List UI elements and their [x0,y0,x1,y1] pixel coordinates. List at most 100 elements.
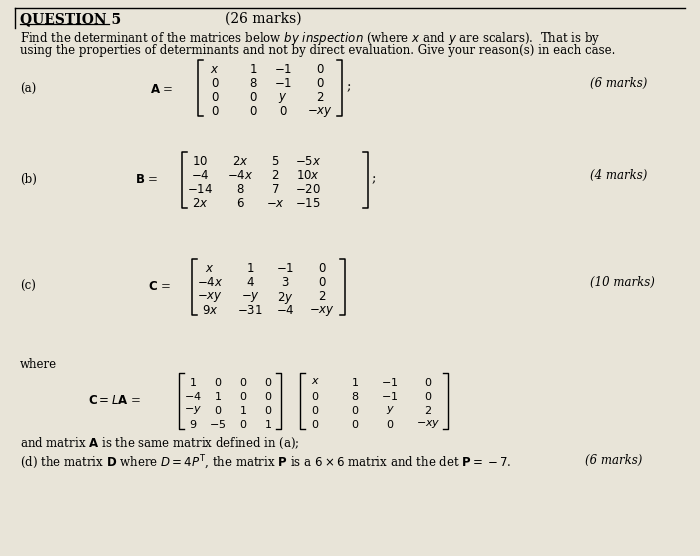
Text: $-4$: $-4$ [184,390,202,402]
Text: $0$: $0$ [316,63,324,76]
Text: $0$: $0$ [316,77,324,90]
Text: $0$: $0$ [318,262,326,275]
Text: where: where [20,358,57,371]
Text: $-31$: $-31$ [237,304,262,317]
Text: $4$: $4$ [246,276,254,289]
Text: using the properties of determinants and not by direct evaluation. Give your rea: using the properties of determinants and… [20,44,615,57]
Text: $\mathbf{C}$ =: $\mathbf{C}$ = [148,280,171,293]
Text: $-x$: $-x$ [265,197,284,210]
Text: QUESTION 5: QUESTION 5 [20,12,121,26]
Text: $-y$: $-y$ [184,404,202,416]
Text: (a): (a) [20,83,36,96]
Text: $x$: $x$ [311,376,319,386]
Text: $0$: $0$ [264,376,272,388]
Text: $-20$: $-20$ [295,183,321,196]
Text: $9x$: $9x$ [202,304,218,317]
Text: $8$: $8$ [351,390,359,402]
Text: $10x$: $10x$ [296,169,320,182]
Text: $2x$: $2x$ [232,155,248,168]
Text: $2$: $2$ [316,91,324,104]
Text: (6 marks): (6 marks) [585,454,643,467]
Text: $0$: $0$ [214,404,222,416]
Text: $8$: $8$ [248,77,258,90]
Text: $0$: $0$ [424,390,432,402]
Text: $0$: $0$ [311,404,319,416]
Text: $0$: $0$ [351,418,359,430]
Text: $-1$: $-1$ [382,376,398,388]
Text: $1$: $1$ [264,418,272,430]
Text: $0$: $0$ [264,390,272,402]
Text: $5$: $5$ [271,155,279,168]
Text: $-xy$: $-xy$ [416,418,440,430]
Text: $0$: $0$ [211,91,219,104]
Text: $1$: $1$ [351,376,359,388]
Text: $0$: $0$ [239,376,247,388]
Text: $-1$: $-1$ [276,262,294,275]
Text: $6$: $6$ [236,197,244,210]
Text: $0$: $0$ [318,276,326,289]
Text: $1$: $1$ [239,404,247,416]
Text: ;: ; [347,80,351,93]
Text: (10 marks): (10 marks) [590,276,655,289]
Text: $-1$: $-1$ [274,63,292,76]
Text: (26 marks): (26 marks) [225,12,302,26]
Text: $-15$: $-15$ [295,197,321,210]
Text: $0$: $0$ [211,77,219,90]
Text: $0$: $0$ [311,418,319,430]
Text: $9$: $9$ [189,418,197,430]
Text: $0$: $0$ [424,376,432,388]
Text: $1$: $1$ [246,262,254,275]
Text: $2$: $2$ [424,404,432,416]
Text: $3$: $3$ [281,276,289,289]
Text: and matrix $\mathbf{A}$ is the same matrix defined in (a);: and matrix $\mathbf{A}$ is the same matr… [20,436,300,451]
Text: $7$: $7$ [271,183,279,196]
Text: $0$: $0$ [214,376,222,388]
Text: $1$: $1$ [248,63,257,76]
Text: (6 marks): (6 marks) [590,77,648,90]
Text: $0$: $0$ [311,390,319,402]
Text: $0$: $0$ [386,418,394,430]
Text: $y$: $y$ [386,404,395,416]
Text: $x$: $x$ [205,262,215,275]
Text: Find the determinant of the matrices below $\mathit{by\ inspection}$ (where $x$ : Find the determinant of the matrices bel… [20,30,601,47]
Text: $y$: $y$ [279,91,288,105]
Text: $-5x$: $-5x$ [295,155,321,168]
Text: $-y$: $-y$ [241,290,260,304]
Text: $-1$: $-1$ [274,77,292,90]
Text: $-4$: $-4$ [276,304,294,317]
Text: (4 marks): (4 marks) [590,169,648,182]
Text: $\mathbf{A}$ =: $\mathbf{A}$ = [150,83,174,96]
Text: $-4x$: $-4x$ [227,169,253,182]
Text: $0$: $0$ [239,418,247,430]
Text: $-xy$: $-xy$ [197,290,223,304]
Text: $-1$: $-1$ [382,390,398,402]
Text: $0$: $0$ [239,390,247,402]
Text: (d) the matrix $\mathbf{D}$ where $D = 4P^{\mathrm{T}}$, the matrix $\mathbf{P}$: (d) the matrix $\mathbf{D}$ where $D = 4… [20,454,511,472]
Text: $0$: $0$ [248,91,258,104]
Text: $2x$: $2x$ [192,197,209,210]
Text: $-5$: $-5$ [209,418,227,430]
Text: $x$: $x$ [210,63,220,76]
Text: $-4$: $-4$ [190,169,209,182]
Text: $0$: $0$ [351,404,359,416]
Text: $2y$: $2y$ [276,290,293,306]
Text: $-xy$: $-xy$ [307,105,333,119]
Text: ;: ; [372,172,377,185]
Text: $1$: $1$ [214,390,222,402]
Text: $0$: $0$ [264,404,272,416]
Text: (c): (c) [20,280,36,293]
Text: $8$: $8$ [236,183,244,196]
Text: $\mathbf{C} = L\mathbf{A}$ =: $\mathbf{C} = L\mathbf{A}$ = [88,394,141,407]
Text: $0$: $0$ [279,105,287,118]
Text: $2$: $2$ [318,290,326,303]
Text: (b): (b) [20,173,37,186]
Text: $2$: $2$ [271,169,279,182]
Text: $0$: $0$ [211,105,219,118]
Text: $1$: $1$ [189,376,197,388]
Text: $\mathbf{B}$ =: $\mathbf{B}$ = [135,173,158,186]
Text: $10$: $10$ [192,155,208,168]
Text: $-xy$: $-xy$ [309,304,335,318]
Text: $-14$: $-14$ [187,183,213,196]
Text: $0$: $0$ [248,105,258,118]
Text: $-4x$: $-4x$ [197,276,223,289]
